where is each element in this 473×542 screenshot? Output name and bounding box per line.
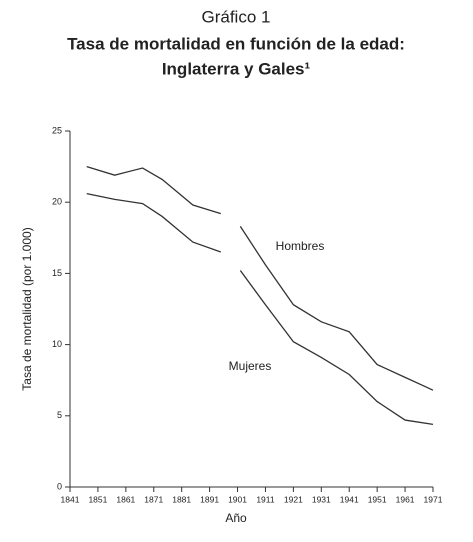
series-label: Mujeres [229, 359, 272, 373]
x-tick-label: 1911 [256, 494, 275, 504]
x-tick-label: 1851 [88, 494, 107, 504]
x-tick-label: 1841 [61, 494, 80, 504]
y-tick-label: 10 [52, 339, 62, 349]
x-tick-label: 1891 [200, 494, 219, 504]
chart-title: Tasa de mortalidad en función de la edad… [67, 34, 405, 53]
y-axis-label: Tasa de mortalidad (por 1.000) [20, 227, 34, 390]
x-tick-label: 1921 [284, 494, 303, 504]
chart-title: Inglaterra y Gales¹ [162, 59, 311, 78]
x-tick-label: 1881 [172, 494, 191, 504]
x-tick-label: 1901 [228, 494, 247, 504]
x-axis-label: Año [225, 511, 247, 525]
x-tick-label: 1971 [424, 494, 443, 504]
x-tick-label: 1941 [340, 494, 359, 504]
y-tick-label: 5 [57, 410, 62, 420]
y-tick-label: 20 [52, 197, 62, 207]
x-tick-label: 1951 [368, 494, 387, 504]
x-tick-label: 1871 [144, 494, 163, 504]
x-tick-label: 1931 [312, 494, 331, 504]
y-tick-label: 25 [52, 125, 62, 135]
y-tick-label: 0 [57, 481, 62, 491]
x-tick-label: 1961 [396, 494, 415, 504]
series-line [86, 193, 434, 425]
series-label: Hombres [276, 239, 325, 253]
y-tick-label: 15 [52, 268, 62, 278]
chart-supertitle: Gráfico 1 [202, 7, 271, 26]
x-tick-label: 1861 [116, 494, 135, 504]
series-line [86, 165, 434, 391]
